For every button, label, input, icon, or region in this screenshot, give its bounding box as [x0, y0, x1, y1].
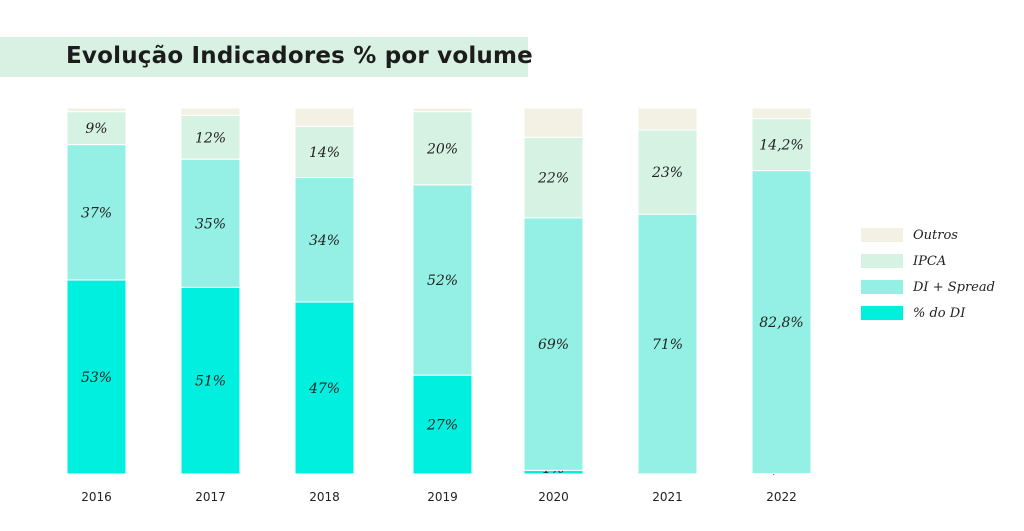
chart-title: Evolução Indicadores % por volume — [66, 43, 533, 69]
x-tick-label-2016: 2016 — [81, 490, 112, 504]
bar-segment-di-spread-2016 — [66, 144, 127, 281]
data-label-di-spread-2017: 35% — [195, 216, 226, 232]
bar-segment-di-spread-2019 — [412, 184, 473, 376]
legend-swatch-outros — [861, 228, 903, 242]
bar-segment-outros-2020 — [523, 107, 584, 138]
bar-segment-outros-2018 — [294, 107, 355, 127]
legend-swatch-ipca — [861, 254, 903, 268]
legend-label-ipca: IPCA — [912, 254, 946, 269]
data-label-ipca-2017: 12% — [195, 130, 226, 146]
bar-segment-di-spread-2021 — [637, 213, 698, 475]
data-label-ipca-2018: 14% — [309, 145, 340, 161]
data-label-do-di-2018: 47% — [308, 381, 340, 397]
data-label-ipca-2020: 22% — [537, 171, 569, 187]
x-tick-label-2018: 2018 — [309, 490, 340, 504]
legend-swatch-di-spread — [861, 280, 903, 294]
legend-label-di-spread: DI + Spread — [912, 280, 995, 295]
bar-segment-outros-2021 — [637, 107, 698, 131]
data-label-di-spread-2016: 37% — [81, 205, 112, 221]
bar-segment-di-spread-2017 — [180, 158, 241, 288]
data-label-ipca-2016: 9% — [85, 121, 107, 137]
data-label-ipca-2022: 14,2% — [759, 138, 803, 154]
data-label-do-di-2016: 53% — [81, 370, 112, 386]
bar-segment-do-di-2019 — [412, 374, 473, 475]
title-band — [0, 37, 528, 77]
bar-segment-outros-2019 — [412, 107, 473, 113]
data-label-di-spread-2019: 52% — [427, 273, 458, 289]
bar-segment-di-spread-2020 — [523, 217, 584, 471]
data-label-ipca-2021: 23% — [651, 165, 683, 181]
bar-segment-outros-2016 — [66, 107, 127, 113]
data-label-di-spread-2020: 69% — [538, 337, 569, 353]
bar-segment-di-spread-2022 — [751, 170, 812, 475]
legend-swatch-do-di — [861, 306, 903, 320]
bar-segment-do-di-2016 — [66, 279, 127, 475]
bar-segment-ipca-2019 — [412, 111, 473, 186]
legend-label-do-di: % do DI — [913, 306, 966, 321]
bar-segment-ipca-2021 — [637, 129, 698, 215]
bar-segment-ipca-2018 — [294, 125, 355, 179]
bar-segment-outros-2022 — [751, 107, 812, 120]
data-label-do-di-2019: 27% — [426, 418, 458, 434]
data-label-do-di-2017: 51% — [195, 374, 226, 390]
bar-segment-do-di-2018 — [294, 301, 355, 475]
bar-segment-ipca-2017 — [180, 114, 241, 160]
x-tick-label-2022: 2022 — [766, 490, 797, 504]
x-tick-label-2020: 2020 — [538, 490, 569, 504]
data-label-ipca-2019: 20% — [426, 141, 458, 157]
bar-segment-ipca-2020 — [523, 136, 584, 219]
bar-segment-outros-2017 — [180, 107, 241, 116]
legend-label-outros: Outros — [913, 228, 958, 243]
bar-segment-ipca-2016 — [66, 111, 127, 146]
x-tick-label-2021: 2021 — [652, 490, 683, 504]
x-tick-label-2017: 2017 — [195, 490, 226, 504]
x-tick-label-2019: 2019 — [427, 490, 458, 504]
data-label-di-spread-2018: 34% — [309, 233, 340, 249]
data-label-di-spread-2021: 71% — [652, 337, 683, 353]
bar-segment-di-spread-2018 — [294, 177, 355, 303]
data-label-di-spread-2022: 82,8% — [759, 315, 803, 331]
